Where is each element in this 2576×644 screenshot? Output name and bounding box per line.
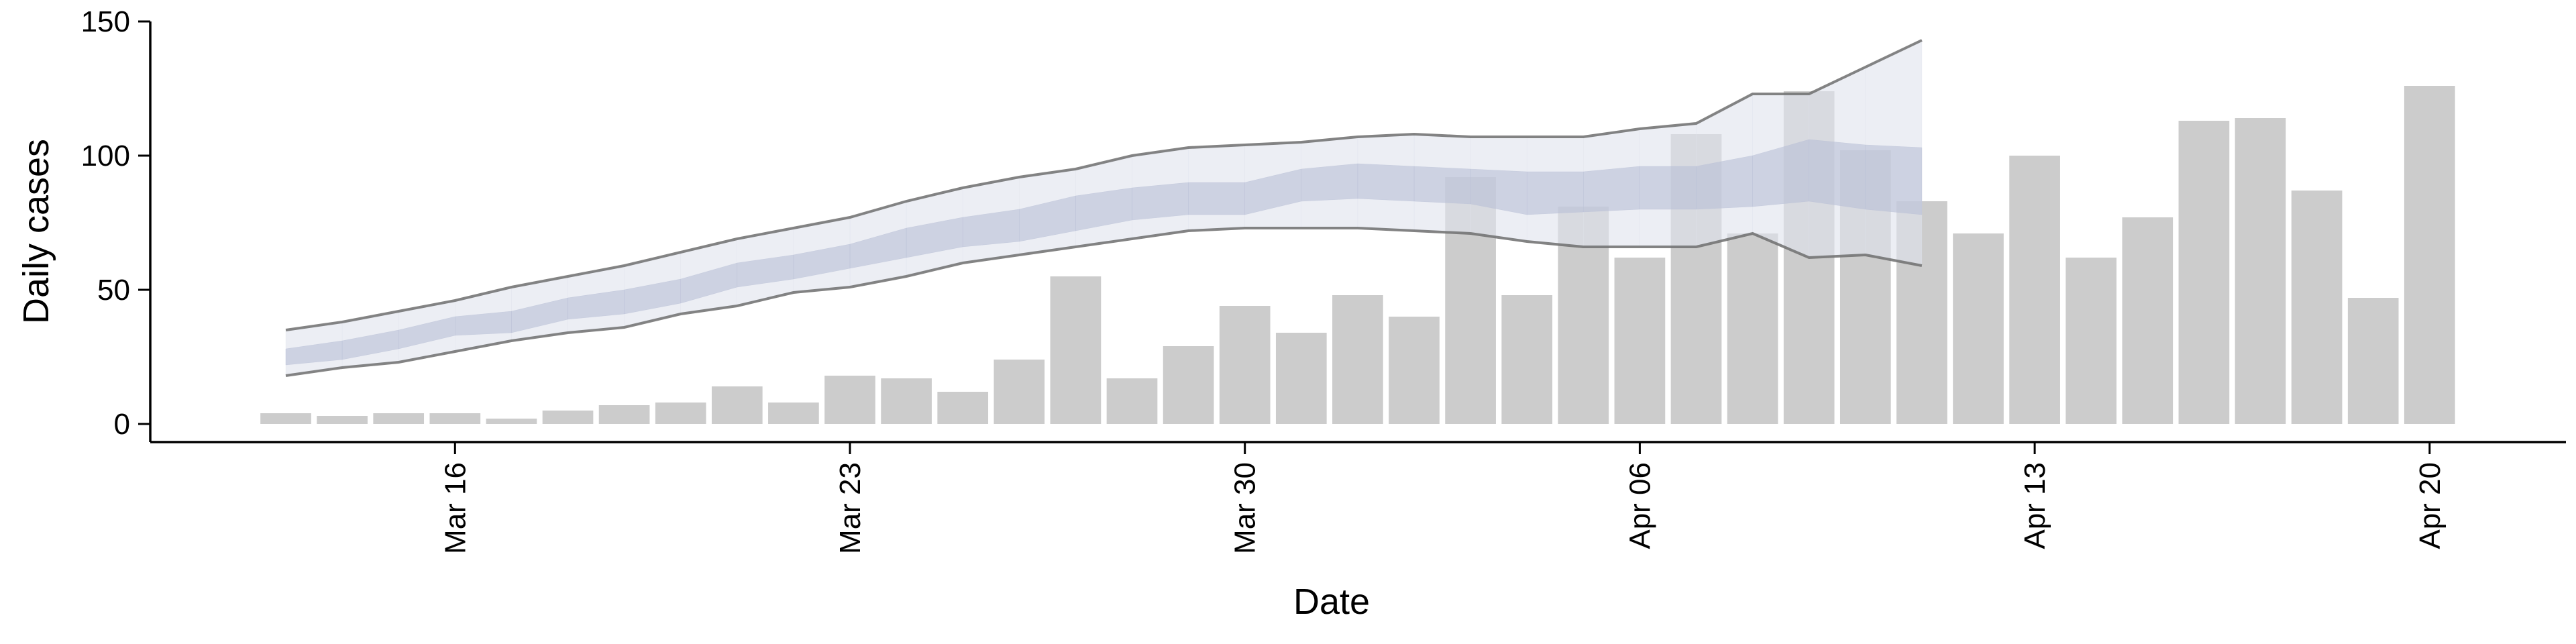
bar bbox=[1501, 295, 1553, 424]
band-segment bbox=[1413, 166, 1471, 205]
bar bbox=[768, 402, 819, 424]
bar bbox=[2122, 217, 2174, 424]
x-tick-label: Mar 23 bbox=[834, 462, 867, 554]
bar bbox=[824, 376, 875, 424]
bar bbox=[486, 419, 537, 424]
bar bbox=[2065, 258, 2117, 424]
bar bbox=[937, 392, 989, 424]
x-tick-label: Mar 30 bbox=[1229, 462, 1262, 554]
bar bbox=[711, 386, 763, 424]
x-tick-label: Apr 13 bbox=[2019, 462, 2051, 549]
x-axis-label: Date bbox=[1293, 582, 1370, 622]
bar bbox=[1106, 378, 1158, 424]
bar bbox=[260, 413, 311, 424]
bar bbox=[1050, 276, 1102, 424]
bar bbox=[2009, 156, 2060, 424]
bar bbox=[881, 378, 932, 424]
bar bbox=[1332, 295, 1383, 424]
bar bbox=[1163, 346, 1214, 424]
y-tick-label: 0 bbox=[114, 408, 130, 441]
band-segment bbox=[1809, 139, 1866, 210]
bar bbox=[1275, 333, 1327, 424]
x-tick-label: Mar 16 bbox=[439, 462, 472, 554]
bar bbox=[1953, 233, 2004, 424]
band-segment bbox=[1526, 171, 1584, 215]
bar bbox=[1727, 233, 1778, 424]
bar bbox=[2404, 86, 2455, 424]
y-axis-label: Daily cases bbox=[16, 139, 56, 324]
band-segment bbox=[1865, 144, 1923, 215]
band-segment bbox=[1188, 182, 1245, 215]
y-tick-label: 100 bbox=[81, 140, 130, 172]
bar bbox=[1219, 306, 1271, 424]
bar bbox=[317, 416, 368, 424]
bar bbox=[655, 402, 706, 424]
bar bbox=[429, 413, 481, 424]
bar bbox=[598, 405, 650, 424]
y-tick-label: 150 bbox=[81, 5, 130, 38]
x-tick-label: Apr 06 bbox=[1623, 462, 1656, 549]
x-tick-label: Apr 20 bbox=[2414, 462, 2447, 549]
band-segment bbox=[1583, 166, 1640, 213]
bar bbox=[2235, 118, 2286, 424]
bar bbox=[1614, 258, 1666, 424]
band-edge bbox=[285, 227, 1923, 377]
bar bbox=[2291, 191, 2343, 424]
band-segment bbox=[1301, 163, 1358, 202]
bar bbox=[373, 413, 425, 424]
bar bbox=[1389, 317, 1440, 424]
band-edge bbox=[285, 39, 1923, 331]
bar bbox=[542, 411, 594, 424]
band-segment bbox=[1357, 163, 1415, 202]
y-tick-label: 50 bbox=[97, 274, 130, 307]
bar bbox=[2347, 298, 2399, 424]
band-segment bbox=[1132, 182, 1189, 221]
band-segment bbox=[1640, 166, 1697, 210]
bar bbox=[2178, 121, 2230, 424]
bar bbox=[994, 360, 1045, 424]
